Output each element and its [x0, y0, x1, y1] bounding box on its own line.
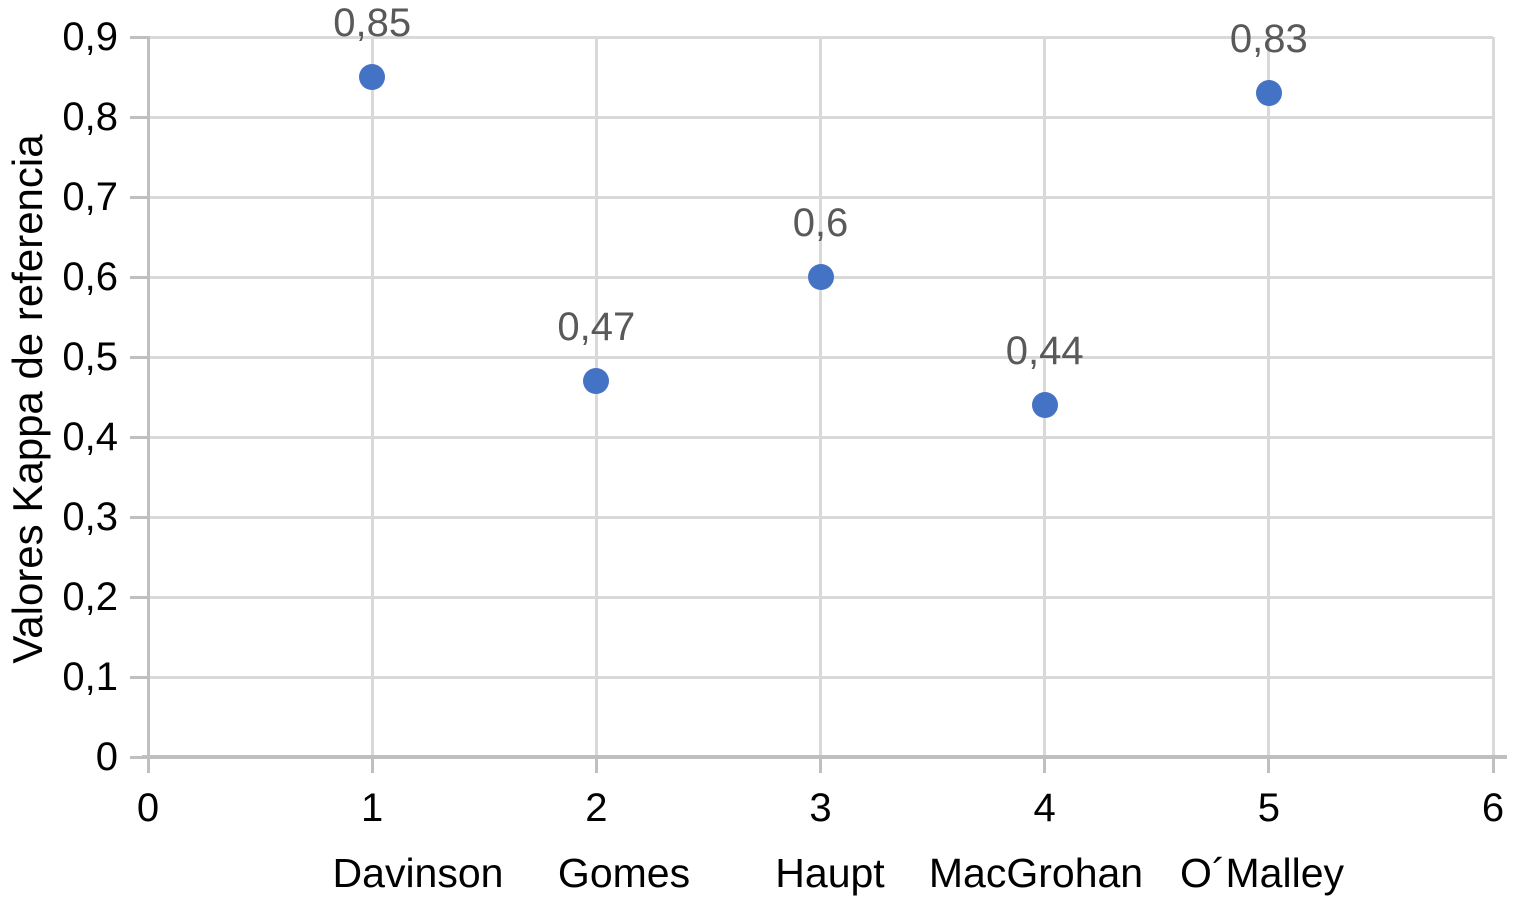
- y-axis-tick: [130, 755, 150, 759]
- y-tick-label: 0,2: [62, 575, 118, 619]
- data-point-label: 0,85: [333, 1, 412, 45]
- y-axis-tick: [130, 115, 150, 119]
- gridline-vertical: [1267, 37, 1271, 757]
- y-axis-tick: [130, 275, 150, 279]
- y-axis-tick: [130, 435, 150, 439]
- gridline-vertical: [370, 37, 374, 757]
- x-tick-label: 3: [809, 786, 832, 830]
- data-point-label: 0,83: [1229, 17, 1308, 61]
- y-axis-tick: [130, 195, 150, 199]
- y-tick-label: 0,8: [62, 95, 118, 139]
- x-axis-tick: [594, 755, 598, 773]
- data-point: [1255, 80, 1282, 106]
- y-tick-label: 0,6: [62, 255, 118, 299]
- category-label: Haupt: [775, 850, 885, 896]
- x-axis-tick: [1043, 755, 1047, 773]
- y-tick-label: 0,3: [62, 495, 118, 539]
- x-axis-tick: [146, 755, 150, 773]
- x-tick-label: 4: [1033, 786, 1056, 830]
- x-tick-label: 5: [1257, 786, 1280, 830]
- x-axis-tick: [819, 755, 822, 773]
- gridline-vertical: [819, 37, 822, 757]
- category-label: O´Malley: [1179, 850, 1345, 896]
- y-tick-label: 0,4: [62, 415, 118, 459]
- x-axis-tick: [1267, 755, 1271, 773]
- category-label: Gomes: [557, 850, 691, 896]
- x-tick-label: 1: [361, 786, 384, 830]
- data-point: [1031, 392, 1058, 418]
- data-point-label: 0,44: [1005, 329, 1084, 373]
- gridline-vertical: [1491, 37, 1495, 757]
- y-axis-tick: [130, 675, 150, 679]
- y-tick-label: 0: [95, 735, 118, 779]
- y-tick-label: 0,7: [62, 175, 118, 219]
- y-axis-tick: [130, 595, 150, 599]
- x-axis-line: [142, 755, 1507, 759]
- data-point: [807, 264, 834, 290]
- y-axis-tick: [130, 355, 150, 359]
- x-tick-label: 2: [585, 786, 608, 830]
- data-point: [583, 368, 610, 394]
- gridline-vertical: [594, 37, 598, 757]
- y-tick-label: 0,1: [62, 655, 118, 699]
- x-axis-tick: [1491, 755, 1495, 773]
- x-tick-label: 6: [1481, 786, 1505, 830]
- category-label: MacGrohan: [928, 850, 1144, 896]
- y-tick-label: 0,9: [62, 15, 118, 59]
- y-tick-label: 0,5: [62, 335, 118, 379]
- y-axis-tick: [130, 515, 150, 519]
- x-axis-tick: [370, 755, 374, 773]
- data-point-label: 0,47: [557, 305, 636, 349]
- category-label: Davinson: [332, 850, 504, 896]
- data-point-label: 0,6: [792, 201, 849, 245]
- data-point: [359, 64, 386, 90]
- y-axis-tick: [130, 35, 150, 39]
- y-axis-line: [146, 37, 150, 759]
- x-tick-label: 0: [136, 786, 160, 830]
